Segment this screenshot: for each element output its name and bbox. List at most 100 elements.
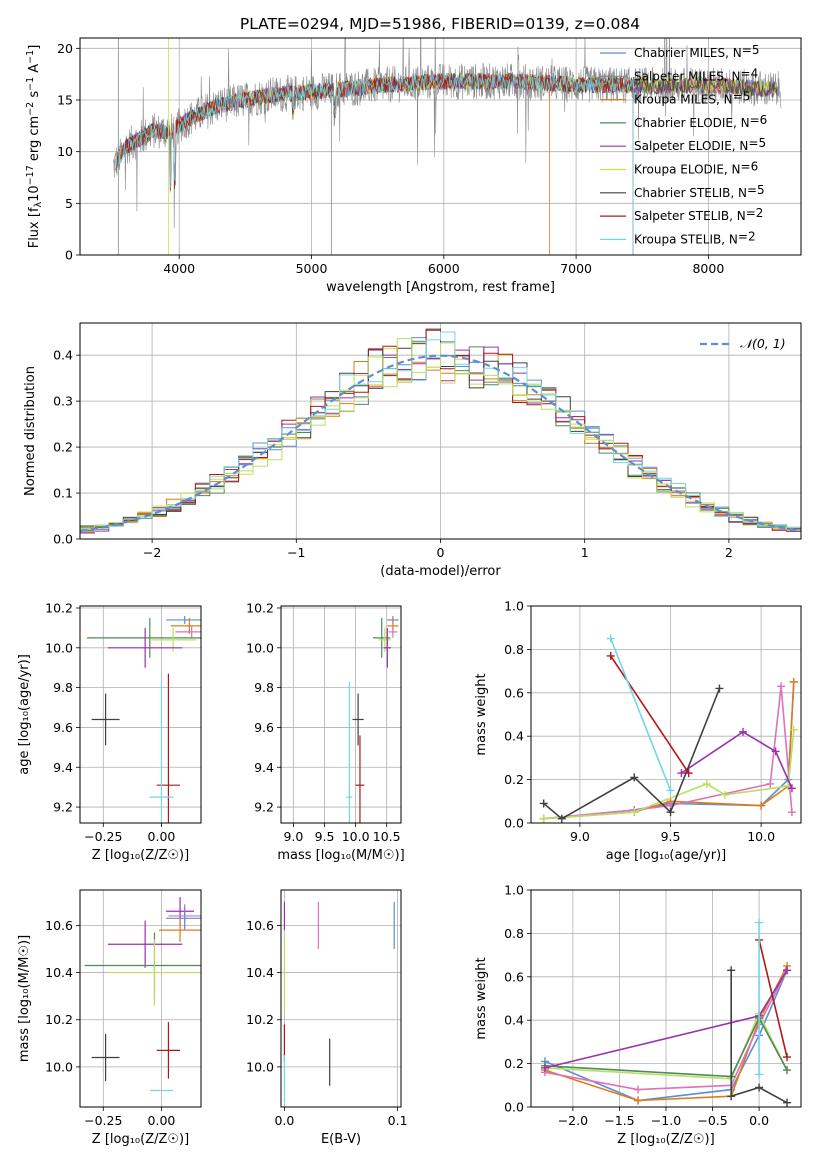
legend-entry: Chabrier MILES, N=5: [634, 43, 759, 60]
x-axis-label: Z [log₁₀(Z/Z☉)]: [617, 1132, 714, 1147]
y-label-part: erg cm: [27, 116, 42, 165]
legend-entry: Chabrier ELODIE, N=6: [634, 113, 767, 130]
legend-label: Kroupa MILES, N: [634, 93, 733, 107]
data-point: [783, 1066, 792, 1075]
y-tick-label: 0.4: [53, 348, 73, 363]
grid: [80, 323, 801, 540]
data-point: [557, 814, 566, 823]
plot-area: [80, 328, 801, 534]
x-tick-label: 0.0: [749, 1113, 769, 1128]
data-point: [739, 727, 748, 736]
data-point: [755, 918, 764, 927]
series-line-lime: [543, 729, 795, 820]
data-point: [720, 790, 729, 799]
data-point: [540, 1063, 549, 1072]
series-line-pink: [543, 686, 793, 820]
y-tick-label: 10.0: [246, 640, 274, 655]
data-point: [715, 684, 724, 693]
y-tick-label: 10.0: [246, 1059, 274, 1074]
data-point: [727, 1092, 736, 1101]
legend-label: Kroupa STELIB, N: [634, 232, 738, 246]
panel-weight_vs_age: 9.0 9.5 10.0 0.0 0.2 0.4 0.6 0.8 1.0 age [log₁₀(a…: [474, 599, 802, 863]
y-tick-label: 0: [65, 248, 73, 263]
axes-frame: [530, 889, 802, 1108]
legend-entry: Kroupa ELODIE, N=6: [634, 160, 758, 177]
series-line-chabrier_stelib: [543, 688, 721, 820]
spectrum-line-salpeter_stelib: [115, 72, 635, 191]
legend-n: 6: [760, 113, 768, 127]
data-point: [630, 773, 639, 782]
data-point: [727, 966, 736, 975]
y-tick-label: 10.6: [246, 918, 274, 933]
y-tick-label: 0.4: [504, 1013, 524, 1028]
y-tick-label: 0.6: [504, 969, 524, 984]
axes-frame: [79, 322, 802, 540]
data-point: [606, 651, 615, 660]
axes-frame: [280, 889, 402, 1108]
legend-n: 2: [756, 206, 764, 220]
x-tick-label: −0.25: [84, 829, 122, 844]
y-tick-label: 0.1: [53, 486, 73, 501]
y-axis-label: Flux [fλ10−17 erg cm−2 s−1 A−1]: [25, 45, 44, 249]
plot-area: [86, 615, 201, 823]
legend-entry: Salpeter MILES, N=4: [634, 66, 758, 83]
x-tick-label: 4000: [163, 261, 195, 276]
y-label-part: λ: [33, 201, 44, 207]
y-tick-label: 9.8: [254, 680, 274, 695]
data-point: [771, 747, 780, 756]
legend-eq: =: [741, 160, 751, 174]
data-point: [789, 677, 798, 686]
axes-frame: [79, 605, 202, 824]
y-tick-label: 0.4: [504, 729, 524, 744]
x-axis-label: wavelength [Angstrom, rest frame]: [326, 280, 555, 295]
data-point: [783, 1053, 792, 1062]
normal-curve: [80, 354, 801, 532]
x-tick-label: 0.1: [388, 1113, 408, 1128]
y-tick-label: 10: [57, 144, 73, 159]
y-label-part: Flux [f: [27, 207, 42, 248]
x-tick-label: 9.5: [661, 829, 681, 844]
y-tick-label: 0.2: [504, 1056, 524, 1071]
data-point: [755, 1070, 764, 1079]
y-tick-label: 10.2: [246, 600, 274, 615]
legend-label: Salpeter ELODIE, N: [634, 139, 748, 153]
legend-label: Salpeter MILES, N: [634, 69, 741, 83]
data-point: [677, 769, 686, 778]
y-axis-label: Normed distribution: [23, 366, 38, 496]
y-tick-label: 10.2: [246, 1012, 274, 1027]
x-tick-label: 10.0: [747, 829, 775, 844]
y-tick-label: 10.0: [45, 1059, 73, 1074]
x-tick-label: −2: [143, 545, 161, 560]
legend-n: 5: [758, 136, 766, 150]
panel-spectrum: 4000 5000 6000 7000 8000 0 5 10 15 20 wavelength […: [25, 37, 802, 295]
data-point: [634, 1085, 643, 1094]
y-tick-label: 0.8: [504, 926, 524, 941]
y-label-part: A: [27, 64, 42, 77]
legend-n: 5: [757, 183, 765, 197]
axes-frame: [280, 605, 402, 824]
grid: [281, 606, 401, 823]
x-axis-label: E(B-V): [321, 1132, 361, 1147]
plot-area: [112, 38, 782, 255]
plot-area: [84, 897, 201, 1092]
x-tick-label: 10.0: [342, 829, 370, 844]
data-point: [789, 725, 798, 734]
y-tick-label: 0.8: [504, 642, 524, 657]
y-tick-label: 1.0: [504, 599, 524, 614]
y-tick-label: 9.8: [53, 680, 73, 695]
legend-eq: =: [742, 43, 752, 57]
y-label-part: −1: [25, 50, 36, 64]
plot-area: [283, 901, 395, 1103]
plot-area: [539, 634, 798, 823]
y-label-part: s: [27, 91, 42, 102]
x-tick-label: −0.25: [84, 1113, 122, 1128]
data-point: [684, 769, 693, 778]
legend-eq: =: [741, 66, 751, 80]
legend-n: 6: [751, 160, 759, 174]
series-line-salpeter_stelib: [758, 939, 788, 1058]
panel-residuals: −2 −1 0 1 2 0.0 0.1 0.2 0.3 0.4 (data-model)/error…: [23, 322, 802, 579]
data-point: [606, 634, 615, 643]
y-tick-label: 10.2: [45, 600, 73, 615]
plot-area: [346, 615, 399, 823]
